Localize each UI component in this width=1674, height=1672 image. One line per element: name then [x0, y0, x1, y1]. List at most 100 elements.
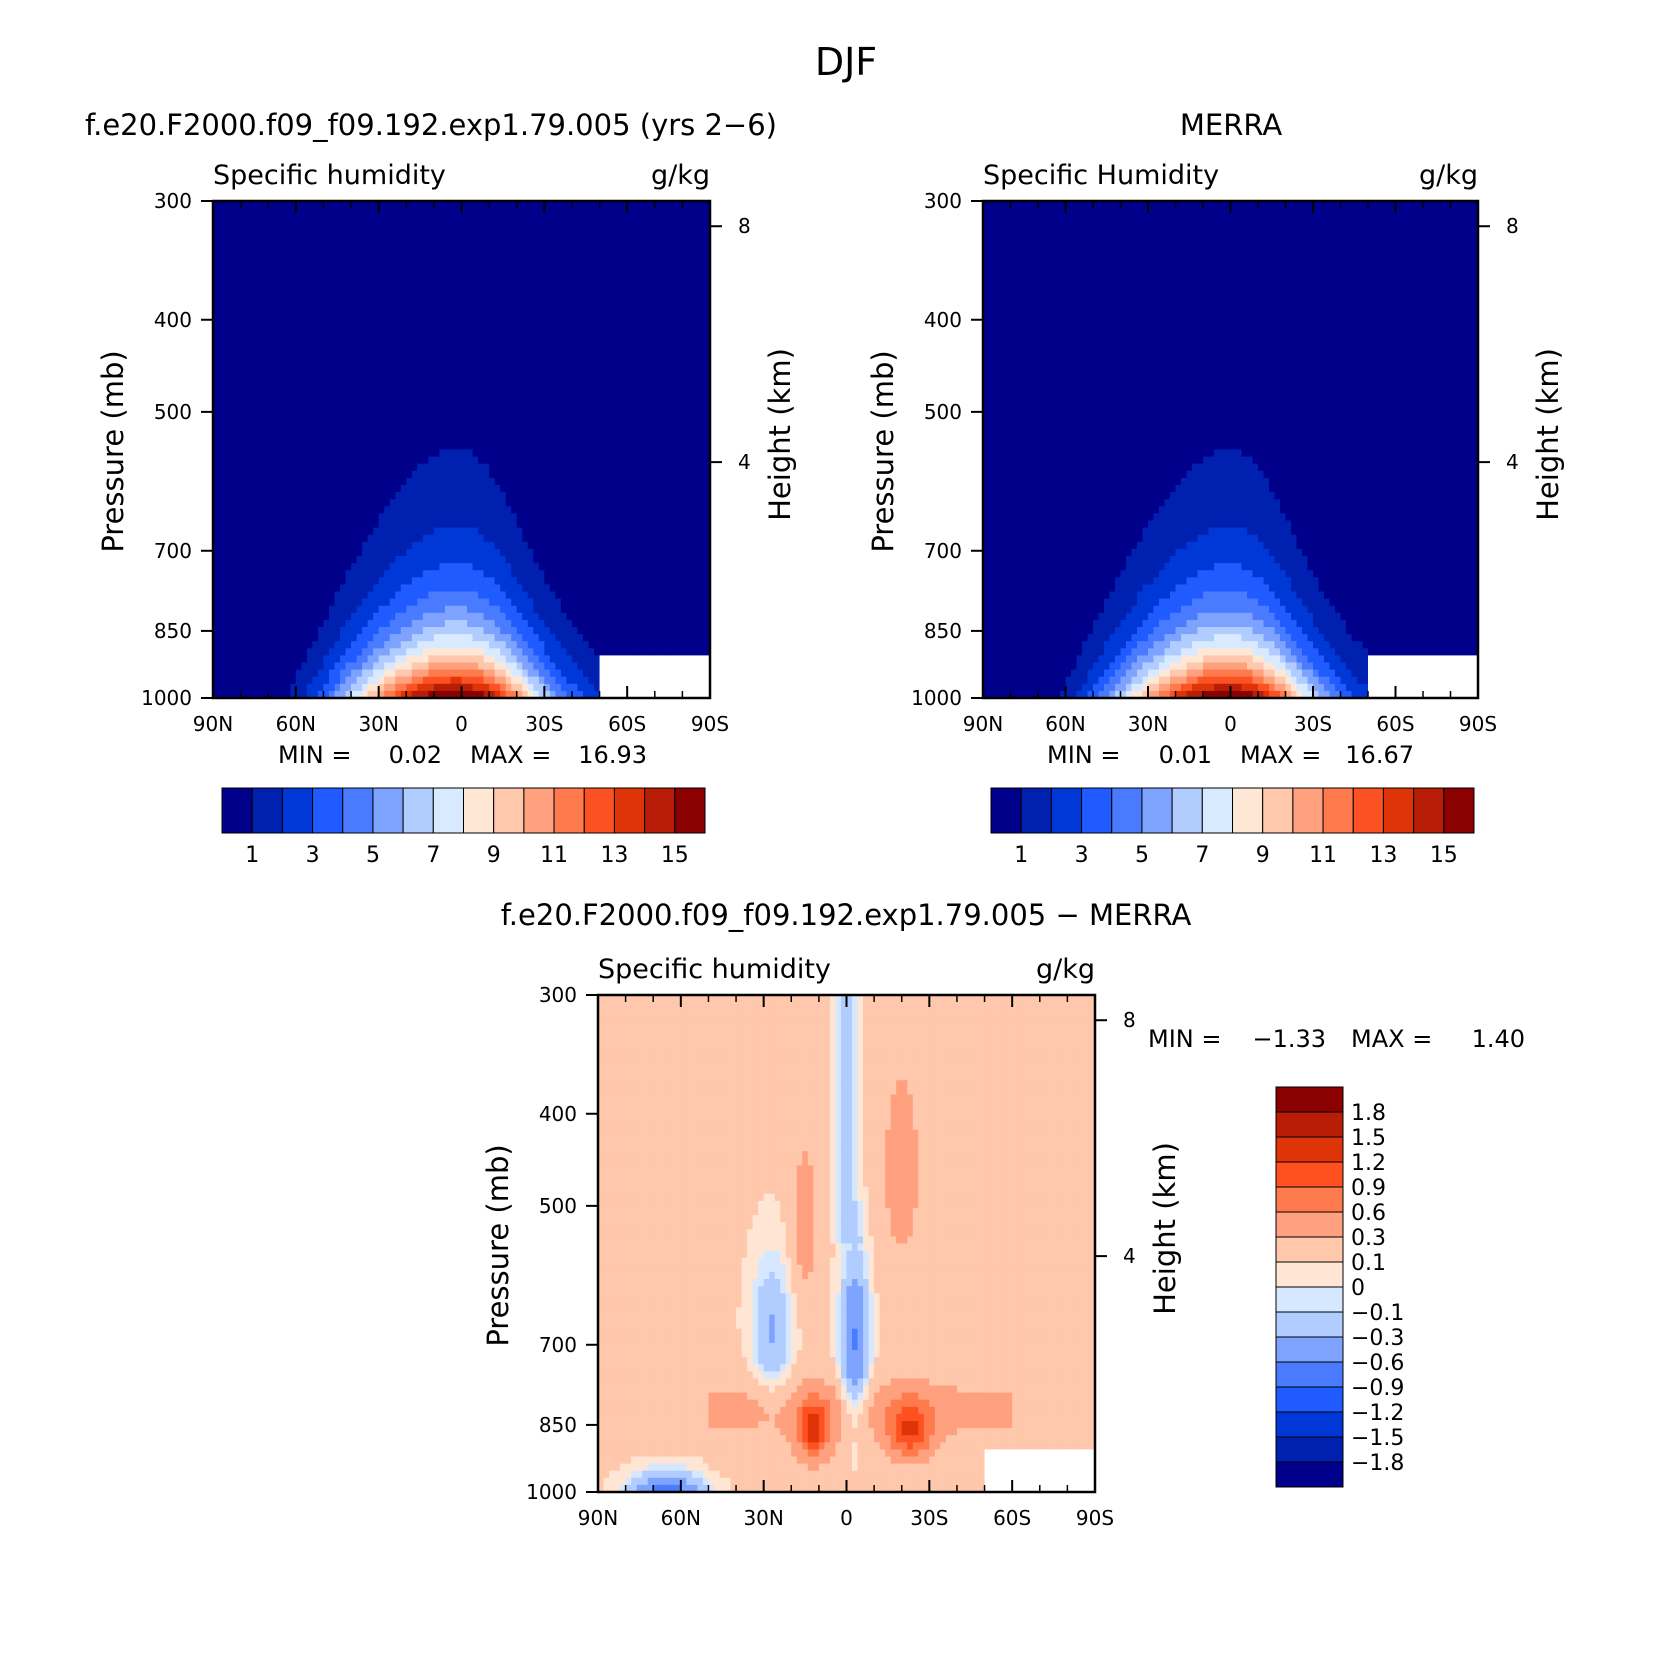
field-cell [378, 591, 385, 600]
field-cell [527, 506, 534, 514]
field-cell [494, 279, 501, 287]
field-cell [406, 392, 413, 401]
field-cell [279, 378, 286, 387]
field-cell [251, 357, 258, 365]
field-cell [395, 272, 402, 280]
field-cell [582, 627, 590, 635]
field-cell [433, 435, 441, 443]
field-cell [279, 357, 286, 365]
field-cell [400, 300, 407, 309]
field-cell [417, 229, 424, 238]
field-cell [328, 222, 336, 230]
field-cell [511, 201, 518, 209]
field-cell [483, 449, 490, 458]
field-cell [478, 641, 485, 649]
field-cell [516, 314, 523, 323]
field-cell [262, 662, 269, 671]
field-cell [461, 513, 468, 522]
field-cell [588, 655, 595, 664]
field-cell [566, 222, 573, 230]
field-cell [522, 364, 529, 372]
field-cell [301, 548, 308, 557]
field-cell [494, 208, 501, 216]
field-cell [312, 534, 319, 543]
field-cell [334, 669, 341, 678]
field-cell [389, 243, 396, 252]
field-cell [527, 477, 534, 486]
field-cell [582, 236, 590, 245]
field-cell [549, 272, 556, 280]
field-cell [400, 683, 407, 692]
field-cell [295, 506, 302, 514]
field-cell [511, 357, 518, 365]
field-cell [328, 556, 336, 564]
field-cell [571, 406, 579, 415]
field-cell [406, 563, 413, 571]
field-cell [571, 641, 579, 649]
field-cell [588, 669, 595, 678]
field-cell [351, 683, 358, 692]
field-cell [516, 690, 523, 698]
field-cell [290, 655, 297, 664]
field-cell [306, 612, 313, 621]
field-cell [455, 556, 463, 564]
field-cell [511, 435, 518, 443]
field-cell [461, 350, 468, 358]
field-cell [262, 669, 269, 678]
field-cell [582, 343, 590, 351]
field-cell [594, 563, 601, 571]
field-cell [483, 264, 490, 273]
field-cell [273, 243, 280, 252]
field-cell [229, 669, 236, 678]
field-cell [444, 598, 452, 607]
field-cell [301, 293, 308, 301]
field-cell [378, 279, 385, 287]
field-cell [317, 492, 325, 500]
field-cell [461, 570, 468, 578]
field-cell [301, 250, 308, 259]
field-cell [284, 499, 291, 507]
field-cell [306, 357, 313, 365]
field-cell [527, 619, 534, 628]
field-cell [478, 421, 485, 429]
field-cell [560, 641, 568, 649]
field-cell [444, 335, 452, 344]
field-cell [560, 371, 568, 380]
field-cell [246, 414, 253, 422]
field-cell [268, 506, 275, 514]
field-cell [367, 669, 374, 678]
field-cell [273, 421, 280, 429]
field-cell [290, 548, 297, 557]
field-cell [257, 470, 264, 479]
field-cell [367, 612, 374, 621]
field-cell [483, 648, 490, 656]
field-cell [229, 463, 236, 472]
field-cell [351, 463, 358, 472]
field-cell [582, 293, 590, 301]
field-cell [555, 414, 562, 422]
field-cell [571, 335, 579, 344]
field-cell [378, 421, 385, 429]
field-cell [334, 328, 341, 337]
field-cell [340, 201, 347, 209]
field-cell [213, 577, 220, 585]
field-cell [533, 463, 540, 472]
field-cell [555, 470, 562, 479]
field-cell [516, 428, 523, 436]
field-cell [555, 314, 562, 323]
field-cell [588, 662, 595, 671]
field-cell [334, 350, 341, 358]
field-cell [301, 619, 308, 628]
field-cell [588, 243, 595, 252]
field-cell [566, 669, 573, 678]
field-cell [229, 477, 236, 486]
field-cell [406, 641, 413, 649]
field-cell [373, 513, 380, 522]
field-cell [522, 208, 529, 216]
field-cell [560, 619, 568, 628]
field-cell [323, 264, 330, 273]
field-cell [224, 612, 231, 621]
field-cell [246, 378, 253, 387]
field-cell [213, 243, 220, 252]
field-cell [522, 378, 529, 387]
